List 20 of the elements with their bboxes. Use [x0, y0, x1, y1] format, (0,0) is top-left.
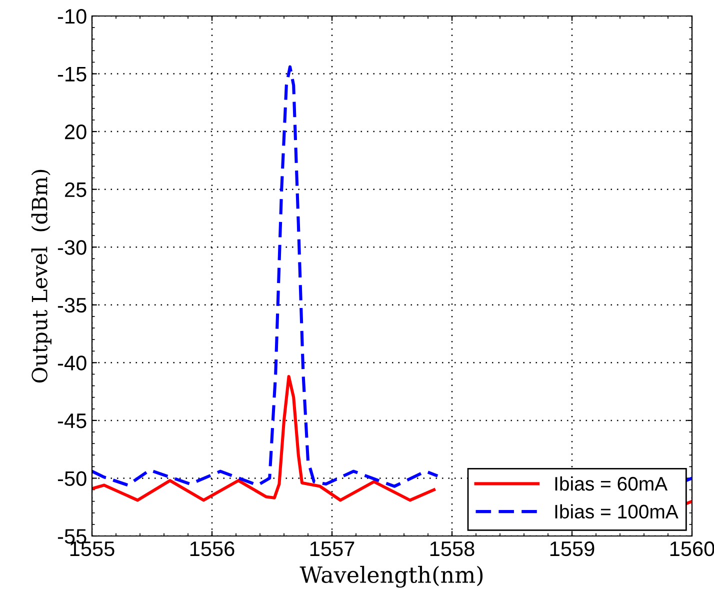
y-tick-label: -10: [58, 9, 86, 24]
y-tick-label: -45: [58, 414, 86, 428]
y-tick-label: -35: [58, 298, 86, 313]
y-tick-label: -15: [58, 66, 86, 82]
legend-label: Ibias = 60mA: [555, 476, 668, 491]
legend-label: Ibias = 100mA: [555, 504, 678, 519]
y-axis-title: Output Level (dBm): [31, 170, 52, 383]
x-tick-label: 1559: [550, 541, 594, 556]
y-tick-label: 20: [65, 124, 86, 140]
y-tick-label: -50: [58, 471, 86, 486]
y-tick-label: -30: [58, 240, 86, 255]
y-tick-label: 25: [65, 182, 86, 198]
x-tick-label: 1556: [190, 541, 234, 556]
y-tick-label: -55: [58, 529, 86, 544]
x-axis-title: Wavelength(nm): [300, 566, 483, 588]
y-tick-label: -40: [58, 356, 86, 370]
x-tick-label: 1555: [70, 542, 114, 556]
x-tick-label: 1558: [430, 541, 474, 556]
x-tick-label: 1560: [670, 541, 714, 556]
x-tick-label: 1557: [310, 542, 354, 556]
